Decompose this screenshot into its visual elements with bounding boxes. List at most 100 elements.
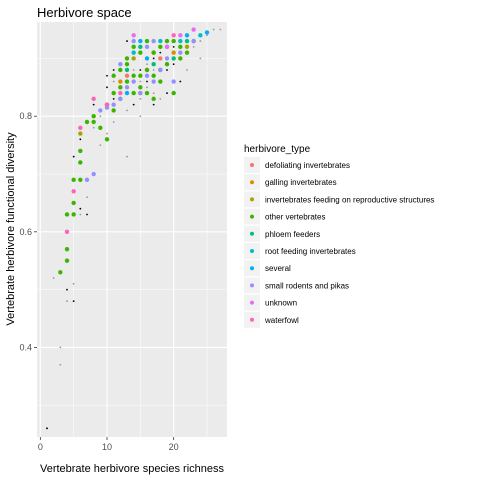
legend-label: phloem feeders: [265, 230, 320, 239]
data-point: [91, 114, 96, 119]
data-point: [98, 125, 103, 130]
data-point: [78, 177, 83, 182]
data-point: [131, 56, 136, 61]
data-point: [144, 67, 150, 73]
data-point: [204, 30, 210, 35]
data-point: [151, 96, 156, 102]
black-point: [112, 69, 115, 71]
legend-label: invertebrates feeding on reproductive st…: [265, 195, 434, 204]
black-point: [172, 45, 175, 48]
y-tick-label: 0.4: [19, 342, 32, 352]
black-point: [166, 69, 168, 71]
chart-title: Herbivore space: [37, 5, 132, 20]
data-point: [71, 212, 76, 217]
data-point: [131, 38, 136, 44]
legend-key: [250, 317, 254, 322]
black-point: [86, 213, 88, 216]
data-point: [171, 38, 176, 44]
legend-item: phloem feeders: [244, 225, 320, 242]
legend: herbivore_type defoliating invertebrates…: [244, 144, 434, 328]
data-point: [124, 73, 130, 78]
legend-key: [250, 197, 254, 202]
legend-label: galling invertebrates: [265, 178, 337, 187]
data-point: [184, 50, 190, 55]
data-point: [78, 160, 83, 165]
black-point: [46, 427, 48, 430]
data-point: [164, 56, 170, 61]
data-point: [118, 79, 123, 84]
background-point: [192, 45, 195, 48]
data-point: [144, 90, 150, 96]
black-point: [79, 207, 82, 210]
black-point: [72, 155, 75, 158]
data-point: [178, 56, 183, 61]
background-point: [139, 80, 142, 83]
data-point: [178, 44, 183, 50]
data-point: [111, 102, 116, 107]
background-point: [72, 282, 75, 285]
data-point: [144, 73, 150, 78]
data-point: [164, 38, 170, 44]
legend-item: unknown: [244, 294, 297, 311]
legend-item: defoliating invertebrates: [244, 157, 350, 173]
x-tick-label: 20: [169, 442, 179, 452]
legend-title: herbivore_type: [244, 144, 311, 155]
data-point: [144, 38, 150, 44]
background-point: [152, 92, 155, 94]
data-point: [91, 96, 96, 102]
data-point: [131, 44, 136, 50]
data-point: [124, 56, 130, 61]
data-point: [138, 38, 143, 44]
background-point: [152, 69, 155, 71]
x-axis-ticks: 0 10 20: [38, 437, 179, 452]
x-tick-label: 0: [38, 442, 43, 452]
background-point: [186, 69, 188, 71]
data-point: [118, 90, 123, 96]
black-point: [166, 92, 168, 94]
black-point: [106, 86, 108, 89]
black-point: [152, 57, 155, 60]
data-point: [151, 50, 156, 55]
background-point: [86, 196, 88, 199]
data-point: [184, 38, 190, 44]
data-point: [171, 79, 176, 84]
data-point: [171, 50, 176, 55]
legend-item: waterfowl: [244, 311, 299, 328]
black-point: [92, 103, 95, 106]
data-point: [158, 56, 163, 61]
data-point: [158, 67, 163, 73]
background-point: [112, 80, 115, 83]
data-point: [178, 33, 183, 38]
background-point: [212, 28, 215, 31]
legend-key: [250, 163, 254, 167]
legend-key: [250, 266, 254, 271]
data-point: [164, 61, 170, 67]
background-point: [106, 132, 108, 135]
black-point: [132, 103, 135, 106]
data-point: [111, 108, 116, 113]
background-point: [132, 69, 135, 71]
background-point: [126, 109, 128, 112]
legend-key: [250, 214, 254, 219]
plot-panel: [37, 22, 227, 437]
data-point: [171, 56, 176, 61]
data-point: [151, 79, 156, 84]
data-point: [164, 44, 170, 50]
data-point: [191, 27, 196, 32]
data-point: [131, 90, 136, 96]
data-point: [198, 33, 203, 38]
legend-key: [250, 180, 254, 185]
legend-label: unknown: [265, 299, 297, 308]
data-point: [84, 177, 90, 182]
legend-label: waterfowl: [264, 316, 299, 325]
data-point: [171, 90, 176, 96]
legend-key: [250, 249, 254, 253]
black-point: [146, 80, 148, 83]
data-point: [98, 108, 103, 113]
legend-label: several: [265, 264, 291, 273]
legend-item: several: [244, 260, 291, 277]
legend-item: other vertebrates: [244, 208, 325, 225]
background-point: [99, 115, 102, 118]
black-point: [72, 300, 75, 303]
